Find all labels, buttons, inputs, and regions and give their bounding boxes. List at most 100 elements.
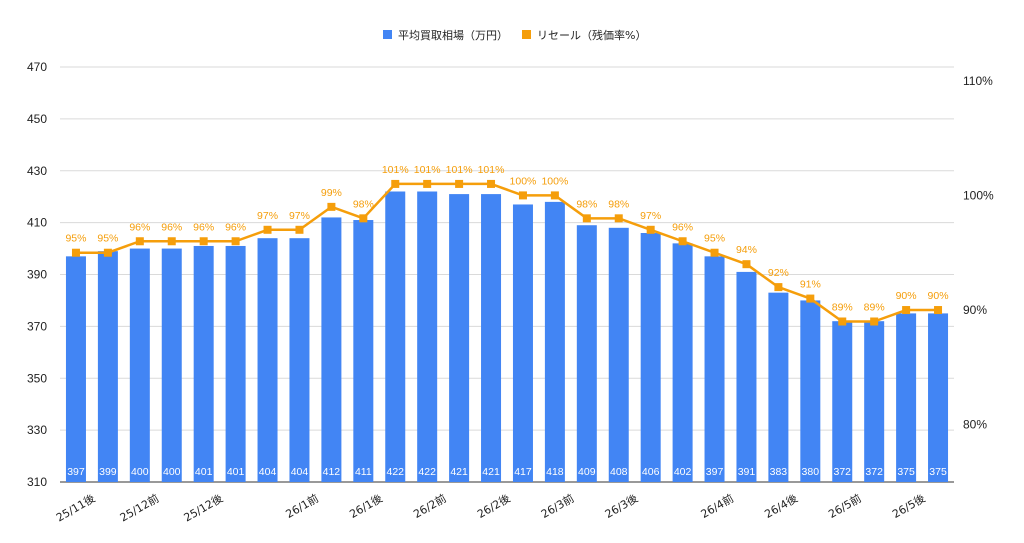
bar-value-label: 422 [418,466,436,478]
x-tick: 26/5後 [890,491,928,521]
bar[interactable] [321,217,342,482]
bar-value-label: 418 [546,466,564,478]
line-value-label: 97% [289,210,310,222]
x-tick-label: 26/4後 [762,491,800,521]
line-point[interactable] [582,214,591,223]
bar-value-label: 404 [291,466,309,478]
line-point[interactable] [710,248,719,257]
bar[interactable] [896,313,917,482]
line-value-label: 98% [576,198,597,210]
line-value-label: 101% [478,164,505,176]
bar-value-label: 417 [514,466,532,478]
line-point[interactable] [742,260,751,269]
legend-item-bar[interactable]: 平均買取相場（万円） [383,29,508,42]
line-point[interactable] [167,237,176,246]
bar[interactable] [481,194,502,482]
bar-value-label: 399 [99,466,117,478]
bar[interactable] [161,248,182,482]
line-point[interactable] [71,248,80,257]
x-tick: 26/1前 [283,491,321,521]
y-right-tick-label: 80% [963,418,987,432]
bar[interactable] [640,233,661,482]
line-point[interactable] [902,306,911,315]
bar[interactable] [353,220,374,482]
bar[interactable] [544,201,565,482]
line-value-label: 100% [510,175,537,187]
line-value-label: 89% [832,302,853,314]
x-tick: 25/12前 [117,491,161,524]
line-point[interactable] [295,225,304,234]
bar[interactable] [449,194,470,482]
line-point[interactable] [774,283,783,292]
line-value-label: 98% [353,198,374,210]
bar[interactable] [672,243,693,482]
x-tick: 26/1後 [347,491,385,521]
x-tick-label: 26/5後 [890,491,928,521]
x-tick-label: 26/1前 [283,491,321,521]
x-tick: 26/3後 [602,491,640,521]
line-point[interactable] [199,237,208,246]
line-point[interactable] [327,202,336,211]
bar[interactable] [832,321,853,482]
bar-value-label: 422 [386,466,404,478]
bar[interactable] [289,238,310,482]
line-point[interactable] [614,214,623,223]
legend-item-line[interactable]: リセール（残価率%） [522,28,646,42]
line-point[interactable] [870,317,879,326]
line-value-label: 96% [672,221,693,233]
x-tick: 26/4前 [698,491,736,521]
line-point[interactable] [518,191,527,200]
line-point[interactable] [934,306,943,315]
line-point[interactable] [103,248,112,257]
bar-value-label: 412 [323,466,341,478]
line-point[interactable] [359,214,368,223]
line-point[interactable] [263,225,272,234]
line-value-label: 98% [608,198,629,210]
line-point[interactable] [550,191,559,200]
line-value-label: 95% [65,233,86,245]
bar[interactable] [928,313,949,482]
line-value-label: 100% [541,175,568,187]
bar[interactable] [768,292,789,482]
line-point[interactable] [838,317,847,326]
y-right-tick-label: 100% [963,188,994,202]
bar[interactable] [417,191,438,483]
bar[interactable] [704,256,725,482]
bar-value-label: 404 [259,466,277,478]
bar[interactable] [225,245,246,482]
line-point[interactable] [231,237,240,246]
bar[interactable] [608,227,629,482]
line-point[interactable] [135,237,144,246]
line-point[interactable] [678,237,687,246]
y-left-tick-label: 370 [27,319,47,333]
bar[interactable] [129,248,150,482]
bar[interactable] [257,238,278,482]
line-point[interactable] [806,294,815,303]
line-value-label: 96% [161,221,182,233]
bar[interactable] [736,271,757,482]
bar[interactable] [800,300,821,482]
y-left-tick-label: 310 [27,475,47,489]
legend-bar-label: 平均買取相場（万円） [398,29,508,42]
bar[interactable] [385,191,406,483]
bar[interactable] [97,251,118,482]
line-point[interactable] [487,179,496,188]
bar[interactable] [576,225,597,482]
bar[interactable] [512,204,533,482]
bar-value-label: 383 [770,466,788,478]
bar-value-label: 421 [450,466,468,478]
bar-value-label: 401 [227,466,245,478]
line-point[interactable] [391,179,400,188]
bar[interactable] [864,321,885,482]
line-point[interactable] [423,179,432,188]
line-point[interactable] [455,179,464,188]
bar-value-label: 391 [738,466,756,478]
bar-value-label: 400 [163,466,181,478]
line-value-label: 95% [97,233,118,245]
line-point[interactable] [646,225,655,234]
x-tick: 25/11後 [53,491,97,524]
line-value-label: 101% [382,164,409,176]
bar[interactable] [193,245,214,482]
bar[interactable] [65,256,86,482]
